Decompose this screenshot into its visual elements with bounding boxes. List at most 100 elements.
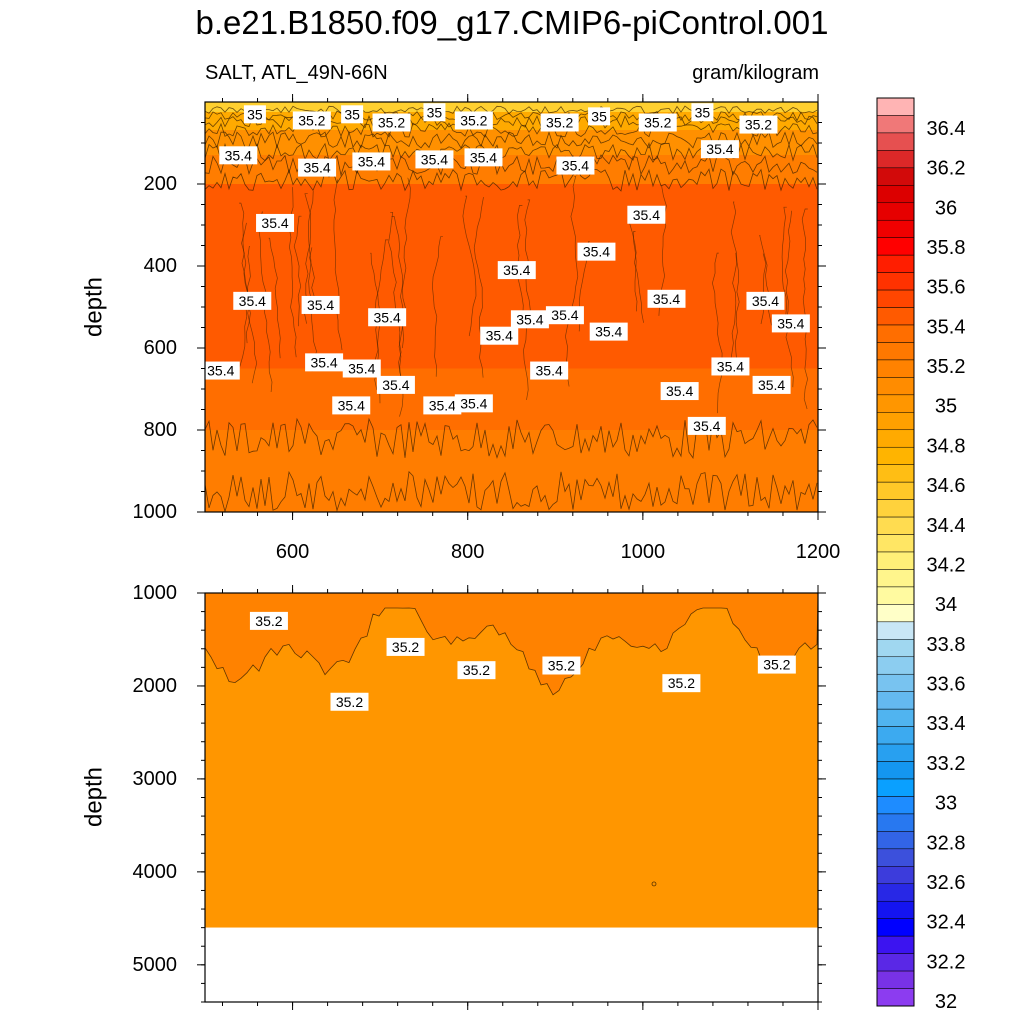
colorbar-label: 34 — [935, 594, 957, 616]
contour-label: 35.4 — [342, 359, 381, 378]
colorbar-label: 33.4 — [927, 713, 966, 735]
contour-label: 35.2 — [540, 113, 579, 132]
y-tick-label: 3000 — [133, 768, 178, 790]
x-tick-label: 800 — [451, 541, 484, 563]
contour-label-text: 35 — [247, 106, 263, 122]
colorbar-label: 35 — [935, 396, 957, 418]
contour-streak — [633, 231, 638, 312]
colorbar-segment — [876, 167, 915, 186]
colorbar-label: 34.4 — [927, 515, 966, 537]
contour-label: 35.4 — [556, 156, 595, 175]
colorbar-label: 35.6 — [927, 277, 966, 299]
no-data-area — [205, 927, 818, 1002]
contour-label-box — [233, 291, 272, 310]
colorbar-label: 32.2 — [927, 951, 966, 973]
x-tick-label: 1000 — [621, 541, 666, 563]
contour-label: 35.4 — [480, 326, 519, 345]
contour-label: 35.4 — [530, 361, 569, 380]
colorbar-segment — [876, 988, 915, 1007]
contour-streak — [784, 210, 792, 332]
colorbar-segment — [876, 150, 915, 169]
contour-label-text: 35.4 — [225, 147, 252, 163]
contour-label-box — [662, 674, 701, 693]
contour-label-text: 35.4 — [358, 153, 385, 169]
contour-label-box — [454, 394, 493, 413]
contour-label-text: 35.4 — [583, 244, 610, 260]
contour-label-box — [423, 396, 462, 415]
contour-label: 35.4 — [376, 375, 415, 394]
contour-streak — [565, 176, 579, 387]
contour-label-text: 35.4 — [307, 297, 334, 313]
contour-label-text: 35.4 — [374, 309, 401, 325]
contour-label: 35.2 — [542, 656, 581, 675]
contour-label-text: 35.2 — [546, 115, 573, 131]
contour-label-box — [545, 306, 584, 325]
contour-label: 35.2 — [662, 674, 701, 693]
y-tick-label: 1000 — [133, 582, 178, 604]
colorbar: 36.4 36.2 36 35.8 35.6 35.4 35.2 35 34.8 34.6 34.4… — [876, 97, 966, 1013]
colorbar-segment — [876, 639, 915, 658]
contour-label-text: 35.4 — [470, 149, 497, 165]
contour-label-text: 35.2 — [548, 658, 575, 674]
upper-contour-line — [204, 168, 818, 192]
contour-label-box — [691, 103, 714, 122]
left-subtitle: SALT, ATL_49N-66N — [205, 62, 388, 84]
y-tick-label: 600 — [144, 337, 177, 359]
contour-streak — [712, 252, 723, 414]
contour-label-box — [771, 314, 810, 333]
lower-panel: 35.2 35.2 35.2 35.2 35.2 35.2 35.2 — [204, 592, 819, 1002]
contour-label: 35.4 — [711, 357, 750, 376]
contour-label-box — [700, 140, 739, 159]
contour-label-box — [530, 361, 569, 380]
colorbar-label: 32.6 — [927, 872, 966, 894]
contour-label-box — [341, 105, 364, 124]
colorbar-segment — [876, 412, 915, 431]
colorbar-segment — [876, 604, 915, 623]
contour-label-text: 35.4 — [653, 291, 680, 307]
contour-label-box — [332, 396, 371, 415]
contour-streak — [516, 205, 524, 316]
contour-label: 35.4 — [497, 261, 536, 280]
colorbar-label: 34.2 — [927, 554, 966, 576]
colorbar-label: 34.6 — [927, 475, 966, 497]
contour-label-box — [497, 261, 536, 280]
contour-streak — [432, 236, 443, 377]
colorbar-segment — [876, 726, 915, 745]
contour-streak — [288, 186, 297, 358]
y-tick-label: 200 — [144, 173, 177, 195]
contour-label-text: 35.2 — [745, 117, 772, 133]
contour-label-box — [627, 205, 666, 224]
contour-label-box — [352, 152, 391, 171]
contour-label-box — [298, 158, 337, 177]
contour-label: 35.2 — [386, 637, 425, 656]
colorbar-segment — [876, 708, 915, 727]
contour-label: 35.2 — [372, 113, 411, 132]
contour-label: 35.4 — [660, 382, 699, 401]
lower-contour-region — [204, 592, 819, 696]
colorbar-segment — [876, 289, 915, 308]
colorbar-segment — [876, 342, 915, 361]
contour-label: 35.4 — [647, 289, 686, 308]
colorbar-segment — [876, 953, 915, 972]
colorbar-label: 33.6 — [927, 674, 966, 696]
colorbar-label: 32.4 — [927, 912, 966, 934]
contour-label-text: 35.4 — [460, 395, 487, 411]
contour-label-box — [752, 375, 791, 394]
contour-label-box — [415, 150, 454, 169]
colorbar-segment — [876, 394, 915, 413]
y-tick-label: 400 — [144, 255, 177, 277]
contour-label-box — [372, 113, 411, 132]
contour-label: 35.4 — [627, 205, 666, 224]
colorbar-label: 32.8 — [927, 832, 966, 854]
contour-label: 35.4 — [454, 394, 493, 413]
colorbar-segment — [876, 307, 915, 326]
deep-contour-line — [204, 470, 818, 514]
contour-label-box — [256, 213, 295, 232]
colorbar-segment — [876, 796, 915, 815]
contour-label-box — [301, 295, 340, 314]
colorbar-segment — [876, 97, 915, 116]
colorbar-label: 35.4 — [927, 316, 966, 338]
contour-label-box — [292, 111, 331, 130]
colorbar-segment — [876, 621, 915, 640]
colorbar-segment — [876, 359, 915, 378]
